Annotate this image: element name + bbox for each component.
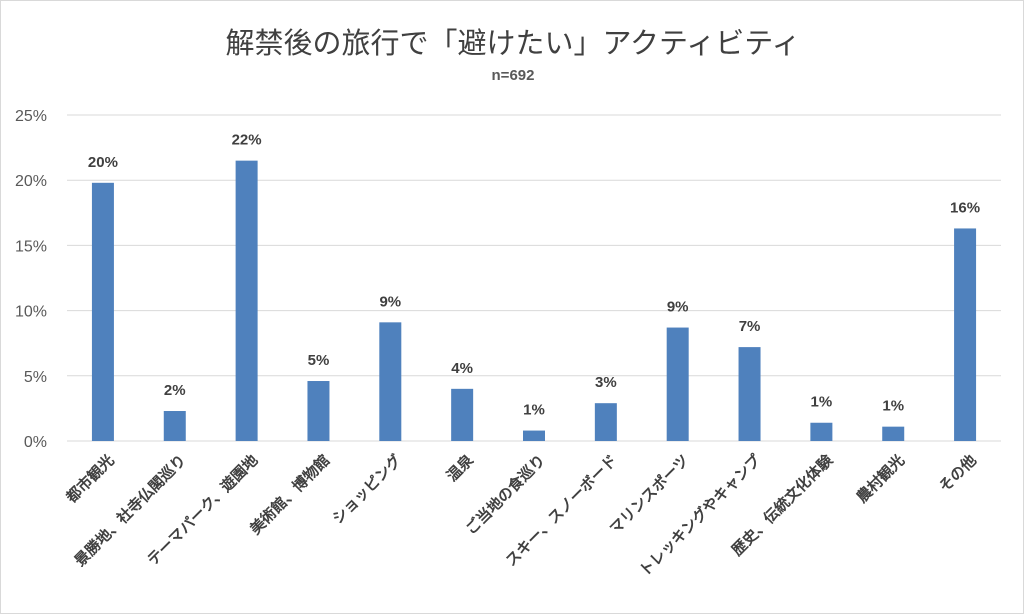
bar [379, 322, 402, 441]
chart-title: 解禁後の旅行で「避けたい」アクティビティ [225, 26, 800, 60]
data-label: 22% [232, 132, 262, 149]
bars [91, 160, 977, 442]
bar [307, 381, 330, 441]
bar [451, 388, 474, 441]
bar [954, 228, 977, 441]
x-tick-label: その他 [935, 451, 980, 496]
data-label: 20% [88, 154, 118, 171]
x-tick-label: ショッピング [329, 451, 405, 527]
data-labels: 20% 2% 22% 5% 9% 4% 1% 3% 9% 7% 1% 1% 16% [88, 132, 980, 419]
data-label: 2% [164, 382, 186, 399]
data-label: 5% [308, 352, 330, 369]
bar [666, 327, 689, 441]
data-label: 9% [379, 293, 401, 310]
x-tick-label: トレッキングやキャンプ [636, 450, 765, 579]
y-tick-label: 0% [24, 434, 47, 451]
y-tick-label: 10% [15, 304, 47, 321]
data-label: 1% [882, 398, 904, 415]
bar [594, 403, 617, 441]
y-tick-label: 25% [15, 108, 47, 125]
y-tick-label: 5% [24, 369, 47, 386]
bar [523, 430, 545, 441]
gridlines [67, 114, 1001, 442]
data-label: 9% [667, 299, 689, 316]
x-tick-label: 温泉 [443, 450, 478, 485]
data-label: 1% [811, 394, 833, 411]
data-label: 4% [451, 360, 473, 377]
data-label: 1% [523, 402, 545, 419]
data-label: 3% [595, 374, 617, 391]
bar [882, 426, 905, 441]
bar [738, 347, 761, 441]
y-axis-ticks: 0% 5% 10% 15% 20% 25% [15, 108, 47, 451]
bar [91, 182, 114, 442]
data-label: 16% [950, 199, 980, 216]
data-label: 7% [739, 318, 761, 335]
bar [163, 411, 186, 441]
y-tick-label: 15% [15, 238, 47, 255]
x-tick-label: 農村観光 [853, 451, 908, 506]
x-tick-label: 都市観光 [62, 451, 118, 507]
bar [810, 422, 833, 441]
y-tick-label: 20% [15, 173, 47, 190]
chart-subtitle: n=692 [492, 67, 535, 84]
bar [235, 160, 258, 441]
